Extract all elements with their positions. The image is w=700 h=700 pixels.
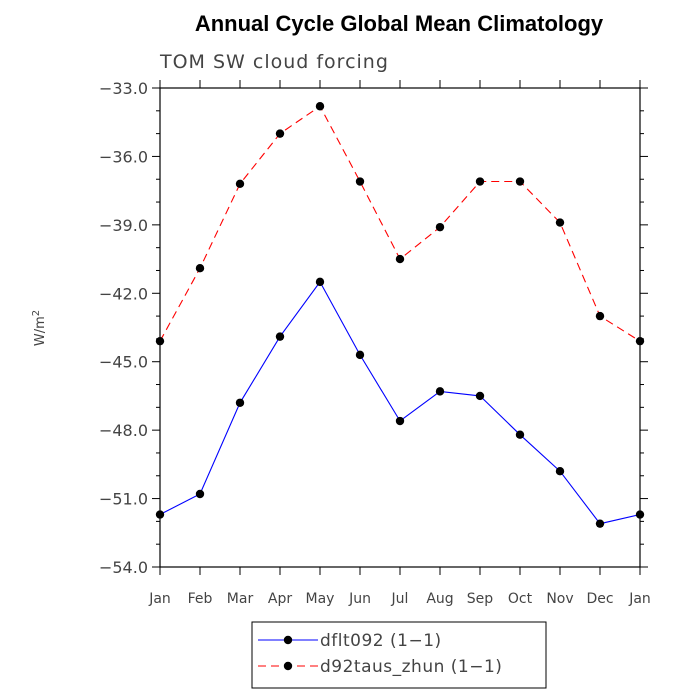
data-point — [395, 416, 405, 426]
chart-subtitle: TOM SW cloud forcing — [159, 51, 389, 73]
data-point — [195, 489, 205, 499]
data-point — [635, 336, 645, 346]
y-tick-label: −45.0 — [99, 353, 148, 372]
data-point — [195, 263, 205, 273]
data-point — [315, 102, 325, 111]
data-point — [275, 129, 285, 138]
x-tick-label: Mar — [227, 591, 254, 607]
data-point — [235, 179, 245, 188]
data-point — [555, 467, 565, 476]
data-point — [595, 311, 605, 321]
data-point — [235, 398, 245, 407]
data-point — [515, 177, 525, 186]
data-point — [515, 430, 525, 439]
x-tick-label: Sep — [467, 591, 494, 607]
data-point — [355, 350, 365, 360]
x-tick-label: Nov — [546, 591, 573, 607]
x-tick-label: Feb — [188, 591, 213, 607]
legend: dflt092 (1−1) d92taus_zhun (1−1) — [251, 621, 547, 689]
x-tick-label: Jan — [148, 591, 171, 607]
data-point — [635, 510, 645, 519]
data-point — [155, 510, 165, 519]
data-point — [155, 336, 165, 346]
y-tick-label: −33.0 — [99, 79, 148, 98]
series-layer — [155, 102, 645, 528]
data-point — [315, 277, 325, 287]
legend-label-1: d92taus_zhun (1−1) — [320, 657, 502, 677]
data-point — [435, 387, 445, 396]
data-point — [595, 519, 605, 528]
y-tick-label: −48.0 — [99, 421, 148, 440]
y-axis-label: W/m2 — [31, 310, 48, 346]
x-tick-label: May — [306, 591, 335, 607]
legend-marker-0 — [283, 635, 293, 645]
legend-box — [251, 621, 547, 689]
x-tick-label: Oct — [508, 591, 533, 607]
axes: −54.0 −51.0 −48.0 −45.0 −42.0 −39.0 −36.0 −33.0… — [99, 79, 651, 607]
x-tick-label: Apr — [268, 591, 292, 607]
y-tick-label: −42.0 — [99, 284, 148, 303]
x-tick-label: Dec — [586, 591, 613, 607]
chart-title: Annual Cycle Global Mean Climatology — [195, 11, 604, 36]
data-point — [475, 177, 485, 186]
series-line-0 — [159, 280, 641, 525]
data-point — [355, 177, 365, 186]
y-tick-label: −36.0 — [99, 147, 148, 166]
data-point — [395, 254, 405, 264]
data-point — [275, 332, 285, 341]
plot-frame — [159, 87, 641, 568]
legend-marker-1 — [283, 661, 293, 671]
legend-label-0: dflt092 (1−1) — [320, 631, 442, 651]
series-line-1 — [159, 105, 641, 342]
x-tick-label: Jun — [348, 591, 371, 607]
y-tick-label: −51.0 — [99, 490, 148, 509]
y-tick-label: −54.0 — [99, 558, 148, 577]
y-tick-label: −39.0 — [99, 216, 148, 235]
data-point — [555, 218, 565, 227]
x-tick-label: Aug — [426, 591, 453, 607]
data-point — [435, 222, 445, 232]
x-tick-label: Jan — [628, 591, 651, 607]
data-point — [475, 391, 485, 401]
x-tick-label: Jul — [391, 591, 409, 607]
